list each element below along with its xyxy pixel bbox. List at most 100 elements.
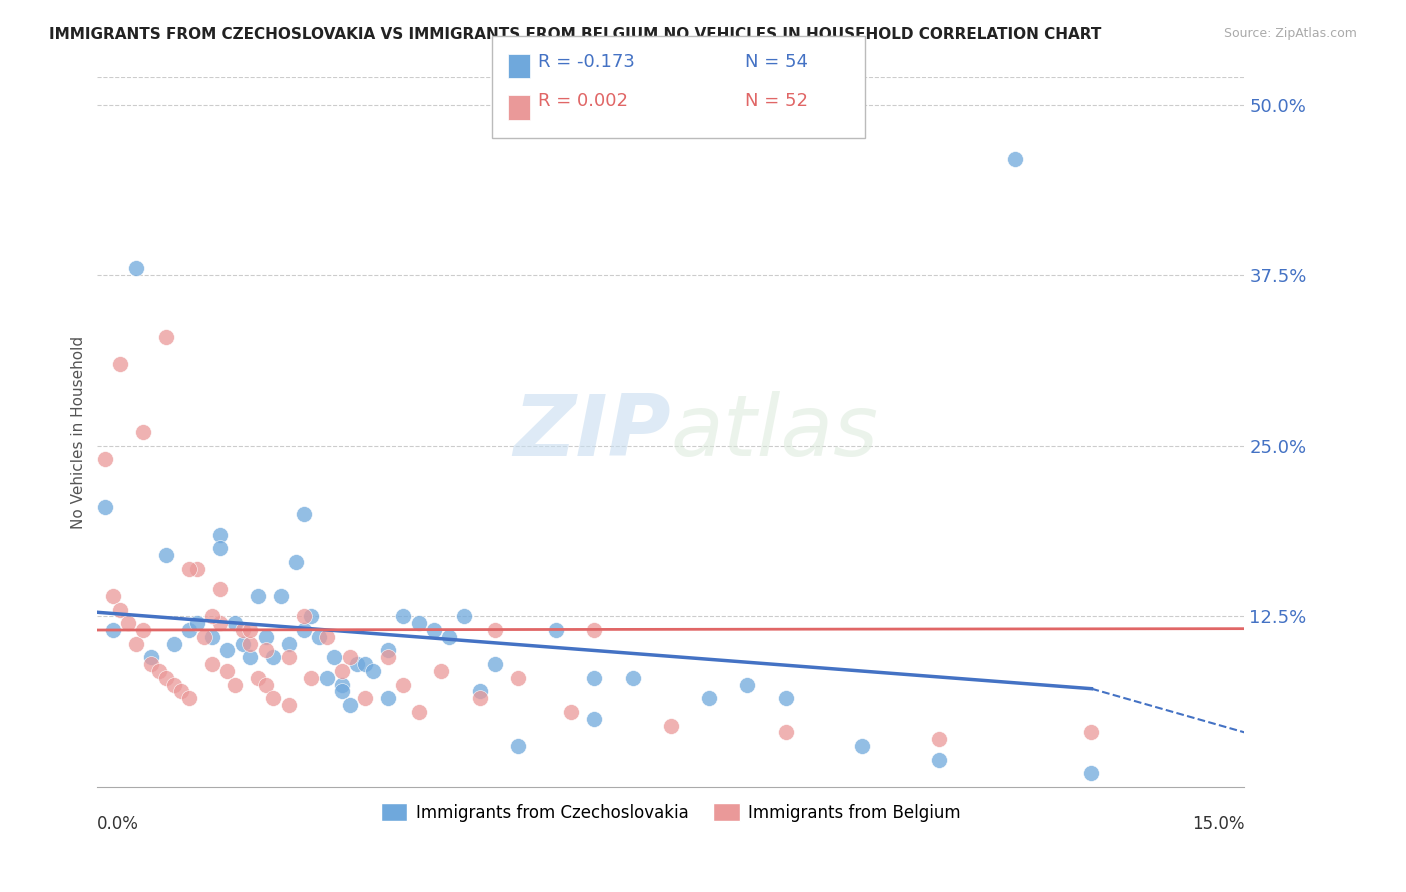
Point xyxy=(560,705,582,719)
Point xyxy=(224,677,246,691)
Point xyxy=(246,589,269,603)
Point xyxy=(1004,153,1026,167)
Text: atlas: atlas xyxy=(671,391,879,474)
Point xyxy=(484,623,506,637)
Point xyxy=(155,671,177,685)
Text: ZIP: ZIP xyxy=(513,391,671,474)
Point xyxy=(697,691,720,706)
Text: N = 52: N = 52 xyxy=(745,92,808,110)
Point xyxy=(506,671,529,685)
Point xyxy=(239,637,262,651)
Point xyxy=(430,664,453,678)
Point xyxy=(659,718,682,732)
Point xyxy=(101,589,124,603)
Point xyxy=(453,609,475,624)
Point xyxy=(139,650,162,665)
Point xyxy=(239,623,262,637)
Point xyxy=(117,616,139,631)
Point xyxy=(423,623,446,637)
Point xyxy=(132,425,155,440)
Point xyxy=(377,643,399,657)
Point xyxy=(208,527,231,541)
Point xyxy=(339,650,361,665)
Point xyxy=(330,684,353,698)
Point xyxy=(292,609,315,624)
Point xyxy=(377,650,399,665)
Point xyxy=(163,637,186,651)
Point xyxy=(186,561,208,575)
Point xyxy=(208,616,231,631)
Point xyxy=(148,664,170,678)
Point xyxy=(377,691,399,706)
Point xyxy=(179,623,201,637)
Point xyxy=(339,698,361,712)
Point xyxy=(163,677,186,691)
Point xyxy=(224,616,246,631)
Point xyxy=(484,657,506,672)
Point xyxy=(155,548,177,562)
Point xyxy=(124,261,146,276)
Point xyxy=(775,691,797,706)
Point xyxy=(232,637,254,651)
Y-axis label: No Vehicles in Household: No Vehicles in Household xyxy=(72,335,86,529)
Point xyxy=(506,739,529,753)
Point xyxy=(217,643,239,657)
Point xyxy=(292,507,315,521)
Point xyxy=(292,623,315,637)
Point xyxy=(277,698,299,712)
Point xyxy=(737,677,759,691)
Point xyxy=(139,657,162,672)
Point xyxy=(208,541,231,556)
Point xyxy=(239,650,262,665)
Point xyxy=(392,609,415,624)
Point xyxy=(354,657,377,672)
Point xyxy=(94,452,117,467)
Point xyxy=(408,705,430,719)
Point xyxy=(94,500,117,515)
Point xyxy=(132,623,155,637)
Point xyxy=(179,691,201,706)
Point xyxy=(254,677,277,691)
Point xyxy=(179,561,201,575)
Point xyxy=(323,650,346,665)
Point xyxy=(621,671,644,685)
Text: IMMIGRANTS FROM CZECHOSLOVAKIA VS IMMIGRANTS FROM BELGIUM NO VEHICLES IN HOUSEHO: IMMIGRANTS FROM CZECHOSLOVAKIA VS IMMIGR… xyxy=(49,27,1101,42)
Text: N = 54: N = 54 xyxy=(745,53,808,70)
Point xyxy=(583,623,606,637)
Point xyxy=(208,582,231,596)
Point xyxy=(301,671,323,685)
Point xyxy=(246,671,269,685)
Point xyxy=(155,329,177,343)
Point xyxy=(270,589,292,603)
Point xyxy=(254,630,277,644)
Point xyxy=(217,664,239,678)
Point xyxy=(583,671,606,685)
Point xyxy=(583,712,606,726)
Point xyxy=(201,630,224,644)
Point xyxy=(301,609,323,624)
Text: Source: ZipAtlas.com: Source: ZipAtlas.com xyxy=(1223,27,1357,40)
Point xyxy=(468,691,491,706)
Point xyxy=(546,623,568,637)
Point xyxy=(928,753,950,767)
Text: 15.0%: 15.0% xyxy=(1192,815,1244,833)
Point xyxy=(437,630,460,644)
Point xyxy=(851,739,873,753)
Point xyxy=(101,623,124,637)
Point xyxy=(254,643,277,657)
Point xyxy=(468,684,491,698)
Point xyxy=(285,555,308,569)
Point xyxy=(361,664,384,678)
Point xyxy=(277,650,299,665)
Text: R = -0.173: R = -0.173 xyxy=(538,53,636,70)
Point xyxy=(110,357,132,371)
Point xyxy=(201,657,224,672)
Point xyxy=(354,691,377,706)
Point xyxy=(330,677,353,691)
Point xyxy=(232,623,254,637)
Point xyxy=(262,650,284,665)
Point xyxy=(330,664,353,678)
Point xyxy=(315,630,337,644)
Point xyxy=(392,677,415,691)
Point xyxy=(308,630,330,644)
